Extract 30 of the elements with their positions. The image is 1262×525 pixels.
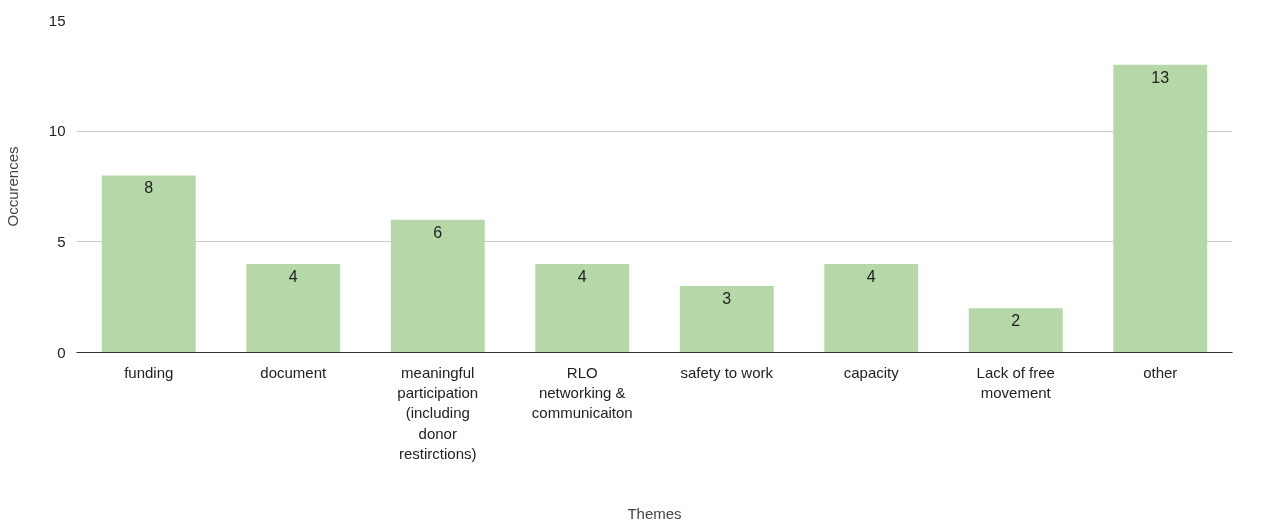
data-label: 3 (722, 290, 732, 308)
bar (246, 263, 341, 353)
x-tick-label: RLO networking & communicaiton (531, 363, 633, 422)
data-label: 4 (577, 267, 587, 285)
data-label: 8 (144, 179, 154, 197)
x-tick-label: safety to work (680, 363, 774, 381)
data-label: 4 (866, 267, 876, 285)
data-label: 13 (1151, 68, 1170, 86)
x-tick-label: document (260, 363, 328, 381)
x-tick-label: other (1143, 363, 1178, 381)
x-tick-label: capacity (843, 363, 900, 381)
bar (1113, 64, 1208, 353)
x-tick-label: meaningful participation (including donor restirctions) (397, 363, 479, 463)
y-tick-label: 5 (57, 232, 66, 250)
bar (679, 286, 774, 353)
x-axis-title: Themes (627, 505, 682, 523)
data-label: 6 (433, 223, 443, 241)
data-label: 4 (288, 267, 298, 285)
y-tick-label: 15 (48, 11, 66, 29)
y-axis-title: Occurences (3, 146, 21, 227)
x-tick-label: funding (124, 363, 174, 381)
bar (535, 263, 630, 353)
bar (824, 263, 919, 353)
data-label: 2 (1011, 312, 1021, 330)
bar (390, 219, 485, 353)
y-tick-label: 0 (57, 343, 66, 361)
y-tick-label: 10 (48, 122, 66, 140)
bar (101, 175, 196, 353)
x-tick-label: Lack of free movement (976, 363, 1055, 401)
bar (968, 308, 1063, 353)
